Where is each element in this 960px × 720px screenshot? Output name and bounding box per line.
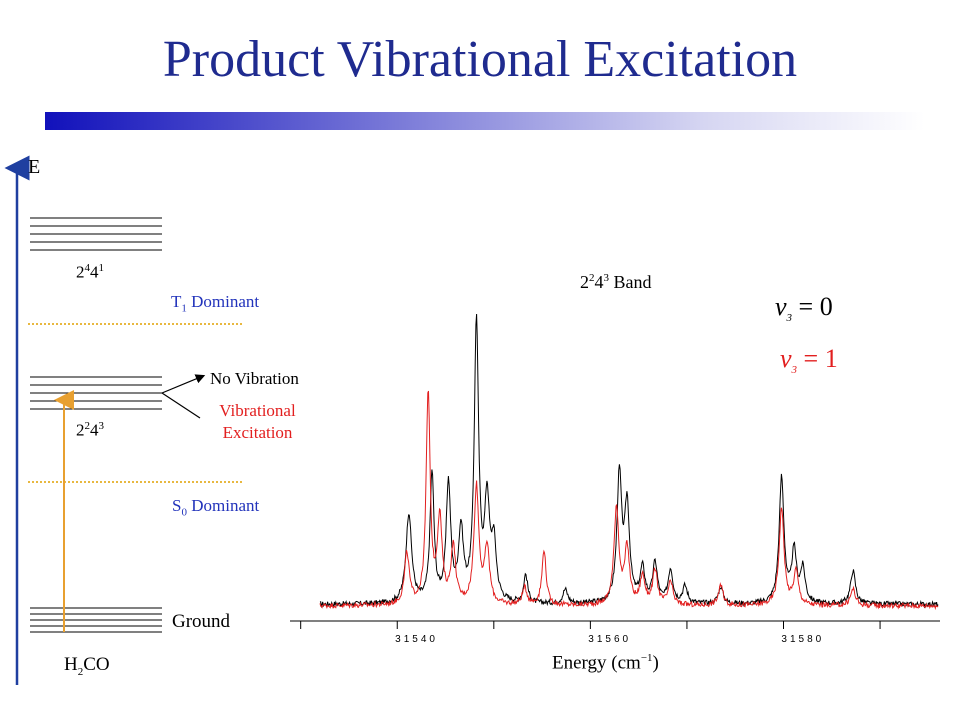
spectrum-series-line [319,390,939,611]
no-vibration-label: No Vibration [210,369,299,388]
ground-label: Ground [172,611,231,632]
x-tick-label: 31560 [588,634,631,645]
legend-v3-1: v3 = 1 [780,344,838,377]
vibrational-excitation-arrow [161,392,201,419]
title-gradient-bar [45,112,925,130]
x-tick-label: 31580 [781,634,824,645]
x-axis-ticks: 31540 31560 31580 [300,621,881,645]
energy-axis-label: E [28,156,41,178]
x-tick-label: 31540 [395,634,438,645]
chart-title: 2243 Band [580,272,652,292]
upper-band-levels [30,217,162,251]
spectrum-series-line [319,313,939,609]
vibrational-excitation-label: Vibrational Excitation [219,401,296,442]
upper-band-label: 2441 [76,262,104,282]
x-axis-label: Energy (cm−1) [552,652,659,674]
middle-band-label: 2243 [76,420,104,440]
page-title: Product Vibrational Excitation [162,31,798,88]
legend-v3-0: v3 = 0 [775,292,833,325]
t1-dominant-label: T1 Dominant [171,292,260,315]
s0-dominant-label: S0 Dominant [172,496,260,519]
spectrum-series [319,313,939,611]
middle-band-levels [30,376,162,410]
no-vibration-arrow [161,374,206,394]
ground-levels [30,607,162,633]
molecule-label: H2CO [64,654,110,678]
